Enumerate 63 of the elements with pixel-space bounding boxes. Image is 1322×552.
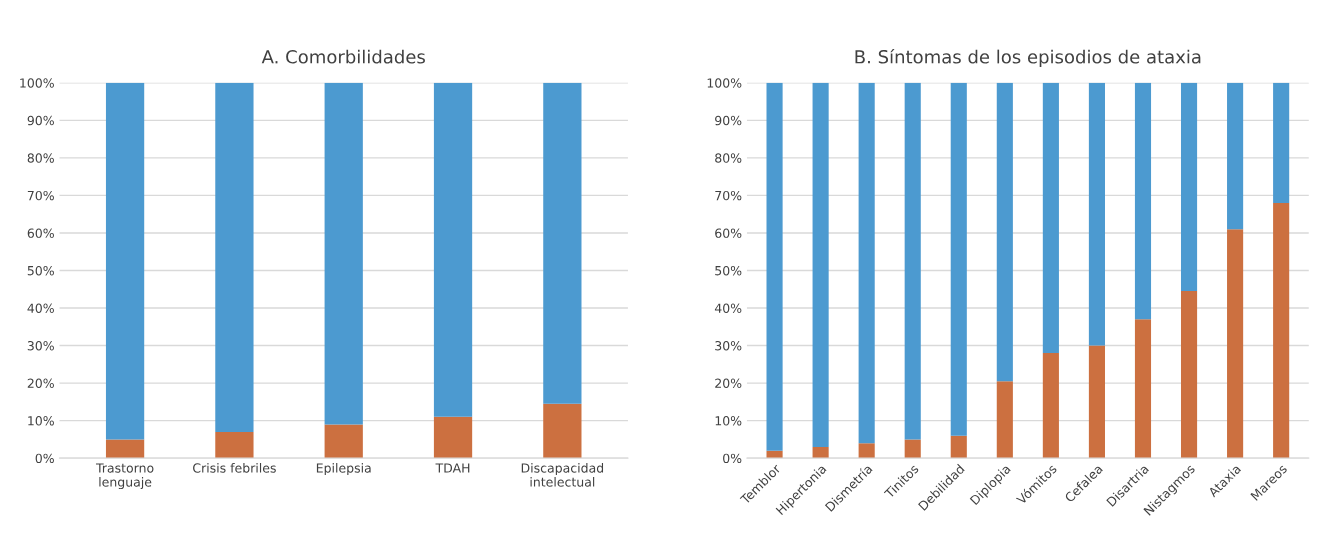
bar [996, 381, 1013, 459]
y-tick-label: 50% [27, 265, 54, 276]
bar [858, 443, 875, 459]
y-tick-label: 10% [28, 416, 54, 426]
x-tick-label: TDAH [435, 463, 470, 473]
y-tick-label: 20% [715, 378, 742, 389]
bar [1042, 353, 1059, 459]
bar [996, 82, 1013, 382]
bar [950, 435, 967, 459]
bar [1134, 82, 1152, 320]
bar [1273, 82, 1290, 203]
bar [543, 82, 582, 404]
bar [766, 82, 783, 451]
x-tick-label: Crisis febriles [193, 463, 276, 473]
y-tick-label: 20% [27, 378, 54, 389]
y-tick-label: 90% [27, 115, 54, 126]
y-tick-label: 0% [35, 453, 54, 464]
y-tick-label: 70% [715, 190, 742, 201]
bar [858, 82, 875, 444]
bar [433, 82, 473, 417]
chart-title: A. Comorbilidades [261, 49, 425, 64]
bar [1180, 82, 1198, 292]
y-tick-label: 60% [715, 228, 742, 238]
bar [904, 439, 921, 459]
y-tick-label: 100% [20, 78, 54, 88]
y-tick-label: 70% [27, 190, 54, 201]
bar [433, 416, 473, 459]
bar [215, 82, 254, 432]
bar [324, 424, 363, 459]
x-tick-label: Discapacidad intelectual [521, 463, 604, 487]
y-tick-label: 80% [715, 153, 742, 163]
bar [1088, 345, 1105, 459]
bar [324, 82, 363, 425]
y-tick-label: 40% [714, 303, 742, 313]
chart-title: B. Síntomas de los episodios de ataxia [855, 48, 1201, 68]
bar [1088, 82, 1105, 346]
bar [1042, 82, 1059, 354]
y-tick-label: 0% [723, 453, 742, 464]
bar [812, 82, 829, 447]
bar [950, 82, 967, 436]
bar [1134, 319, 1152, 459]
bar [1180, 291, 1198, 459]
bar [1227, 82, 1244, 230]
bar [215, 431, 254, 459]
y-tick-label: 50% [715, 265, 742, 276]
bar [105, 439, 145, 459]
bar [1273, 202, 1290, 459]
y-tick-label: 30% [715, 341, 742, 351]
y-tick-label: 10% [715, 416, 742, 426]
bar [766, 450, 783, 459]
y-tick-label: 90% [715, 115, 742, 126]
bar [105, 82, 145, 440]
bar [543, 403, 582, 459]
y-tick-label: 40% [27, 303, 54, 313]
y-tick-label: 30% [27, 341, 54, 351]
bar [904, 82, 921, 440]
x-tick-label: Trastorno lenguaje [95, 463, 154, 490]
x-tick-label: Epilepsia [316, 463, 371, 476]
y-tick-label: 100% [707, 78, 742, 88]
bar [1227, 229, 1244, 459]
bar [812, 446, 829, 459]
y-tick-label: 60% [27, 228, 54, 238]
y-tick-label: 80% [27, 153, 54, 163]
